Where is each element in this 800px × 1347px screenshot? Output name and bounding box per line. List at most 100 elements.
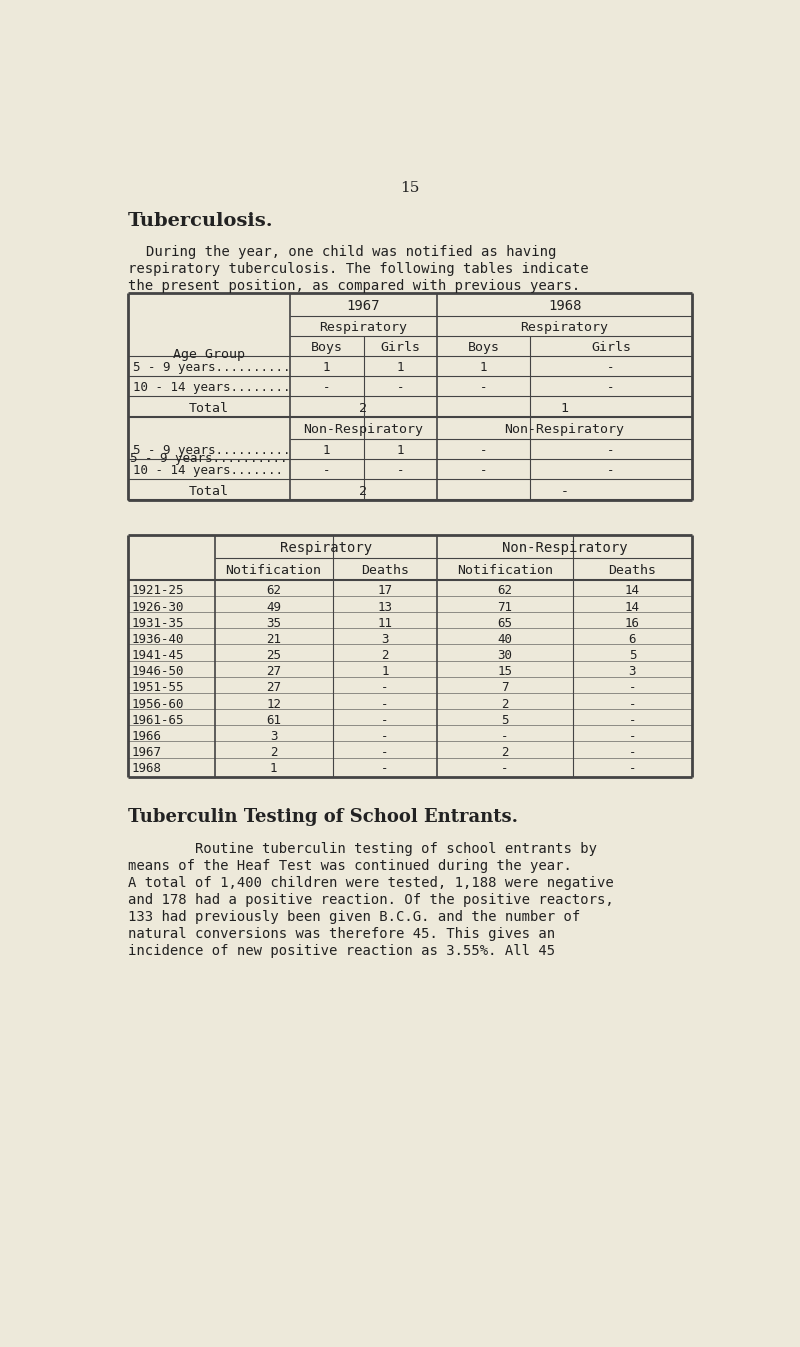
Text: Respiratory: Respiratory <box>280 541 372 555</box>
Text: Notification: Notification <box>457 564 553 578</box>
Text: 1931-35: 1931-35 <box>132 617 184 629</box>
Text: Boys: Boys <box>310 341 342 354</box>
Text: A total of 1,400 children were tested, 1,188 were negative: A total of 1,400 children were tested, 1… <box>128 876 614 890</box>
Text: 35: 35 <box>266 617 281 629</box>
Text: 1936-40: 1936-40 <box>132 633 184 645</box>
Text: 1: 1 <box>397 445 404 457</box>
Text: Routine tuberculin testing of school entrants by: Routine tuberculin testing of school ent… <box>128 842 597 857</box>
Text: 25: 25 <box>266 649 281 661</box>
Text: Notification: Notification <box>226 564 322 578</box>
Text: Girls: Girls <box>380 341 420 354</box>
Text: Girls: Girls <box>591 341 631 354</box>
Text: 12: 12 <box>266 698 281 711</box>
Text: 62: 62 <box>498 585 513 597</box>
Text: 133 had previously been given B.C.G. and the number of: 133 had previously been given B.C.G. and… <box>128 911 580 924</box>
Text: 71: 71 <box>498 601 513 613</box>
Text: Boys: Boys <box>468 341 500 354</box>
Text: 6: 6 <box>629 633 636 645</box>
Text: 2: 2 <box>270 746 278 760</box>
Text: the present position, as compared with previous years.: the present position, as compared with p… <box>128 279 580 292</box>
Text: Total: Total <box>189 485 229 498</box>
Text: Tuberculin Testing of School Entrants.: Tuberculin Testing of School Entrants. <box>128 808 518 826</box>
Text: During the year, one child was notified as having: During the year, one child was notified … <box>146 245 557 259</box>
Text: 10 - 14 years........: 10 - 14 years........ <box>133 381 290 395</box>
Text: -: - <box>561 485 569 498</box>
Text: 27: 27 <box>266 665 281 679</box>
Text: 3: 3 <box>629 665 636 679</box>
Text: -: - <box>480 381 487 395</box>
Text: -: - <box>397 465 404 477</box>
Text: 2: 2 <box>501 746 509 760</box>
Text: Respiratory: Respiratory <box>521 321 609 334</box>
Text: 1941-45: 1941-45 <box>132 649 184 661</box>
Text: -: - <box>381 730 389 744</box>
Text: Respiratory: Respiratory <box>319 321 407 334</box>
Text: -: - <box>629 746 636 760</box>
Text: 1: 1 <box>323 445 330 457</box>
Text: 5 - 9 years..........: 5 - 9 years.......... <box>133 445 290 457</box>
Text: 27: 27 <box>266 682 281 695</box>
Text: 17: 17 <box>378 585 392 597</box>
Text: Deaths: Deaths <box>609 564 657 578</box>
Text: -: - <box>607 381 615 395</box>
Text: 1968: 1968 <box>132 762 162 776</box>
Text: -: - <box>629 682 636 695</box>
Text: -: - <box>607 465 615 477</box>
Text: Non-Respiratory: Non-Respiratory <box>303 423 423 436</box>
Text: 2: 2 <box>359 485 367 498</box>
Text: -: - <box>607 361 615 374</box>
Text: 14: 14 <box>625 585 640 597</box>
Text: 15: 15 <box>498 665 513 679</box>
Text: -: - <box>480 445 487 457</box>
Text: -: - <box>323 381 330 395</box>
Text: 1: 1 <box>381 665 389 679</box>
Text: 3: 3 <box>381 633 389 645</box>
Text: 1956-60: 1956-60 <box>132 698 184 711</box>
Text: 1926-30: 1926-30 <box>132 601 184 613</box>
Text: 65: 65 <box>498 617 513 629</box>
Text: and 178 had a positive reaction. Of the positive reactors,: and 178 had a positive reaction. Of the … <box>128 893 614 907</box>
Text: -: - <box>629 714 636 727</box>
Text: 1966: 1966 <box>132 730 162 744</box>
Text: 1951-55: 1951-55 <box>132 682 184 695</box>
Text: 14: 14 <box>625 601 640 613</box>
Text: -: - <box>501 762 509 776</box>
Text: Tuberculosis.: Tuberculosis. <box>128 211 274 230</box>
Text: 1: 1 <box>561 401 569 415</box>
Text: Non-Respiratory: Non-Respiratory <box>502 541 627 555</box>
Text: -: - <box>629 730 636 744</box>
Text: Non-Respiratory: Non-Respiratory <box>505 423 625 436</box>
Text: 15: 15 <box>400 180 420 195</box>
Text: 2: 2 <box>359 401 367 415</box>
Text: 7: 7 <box>501 682 509 695</box>
Text: 1: 1 <box>323 361 330 374</box>
Text: 3: 3 <box>270 730 278 744</box>
Text: Deaths: Deaths <box>361 564 409 578</box>
Text: 5: 5 <box>501 714 509 727</box>
Text: 5 - 9 years..........: 5 - 9 years.......... <box>130 453 288 465</box>
Text: Age Group: Age Group <box>173 349 245 361</box>
Text: 5 - 9 years..........: 5 - 9 years.......... <box>133 361 290 374</box>
Text: -: - <box>381 762 389 776</box>
Text: 1946-50: 1946-50 <box>132 665 184 679</box>
Text: 2: 2 <box>501 698 509 711</box>
Text: 61: 61 <box>266 714 281 727</box>
Text: means of the Heaf Test was continued during the year.: means of the Heaf Test was continued dur… <box>128 859 572 873</box>
Text: 40: 40 <box>498 633 513 645</box>
Text: -: - <box>629 698 636 711</box>
Text: 1921-25: 1921-25 <box>132 585 184 597</box>
Text: -: - <box>480 465 487 477</box>
Text: -: - <box>381 714 389 727</box>
Text: 11: 11 <box>378 617 392 629</box>
Text: -: - <box>397 381 404 395</box>
Text: 13: 13 <box>378 601 392 613</box>
Text: 1968: 1968 <box>548 299 582 313</box>
Text: respiratory tuberculosis. The following tables indicate: respiratory tuberculosis. The following … <box>128 261 589 276</box>
Text: 1: 1 <box>397 361 404 374</box>
Text: 21: 21 <box>266 633 281 645</box>
Text: 1967: 1967 <box>346 299 380 313</box>
Text: 5: 5 <box>629 649 636 661</box>
Text: 62: 62 <box>266 585 281 597</box>
Text: 2: 2 <box>381 649 389 661</box>
Text: 1967: 1967 <box>132 746 162 760</box>
